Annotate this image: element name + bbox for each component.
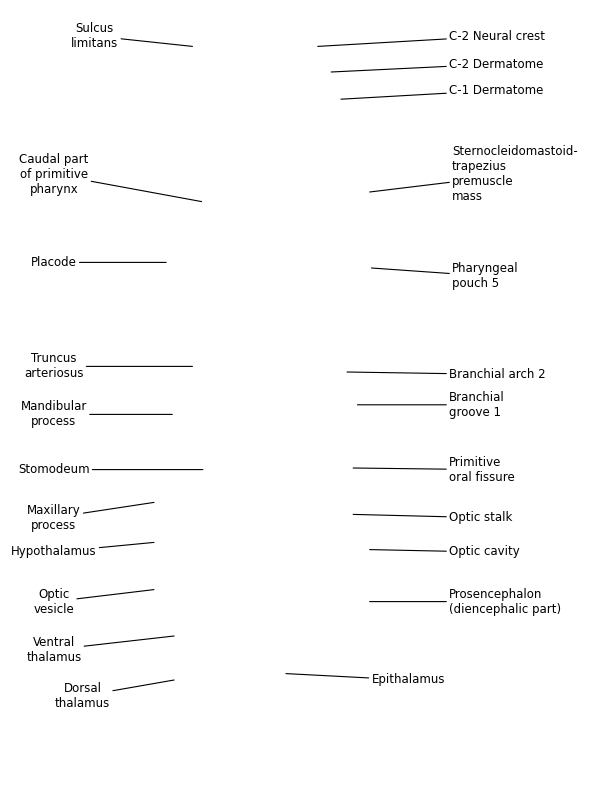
Text: Stomodeum: Stomodeum	[18, 463, 203, 476]
Text: Mandibular
process: Mandibular process	[21, 401, 172, 429]
Text: Optic stalk: Optic stalk	[353, 511, 513, 524]
Text: Maxillary
process: Maxillary process	[27, 502, 154, 532]
Text: Ventral
thalamus: Ventral thalamus	[26, 635, 174, 664]
Text: Prosencephalon
(diencephalic part): Prosencephalon (diencephalic part)	[370, 587, 562, 616]
Text: Sulcus
limitans: Sulcus limitans	[71, 22, 192, 50]
Text: Optic
vesicle: Optic vesicle	[34, 587, 154, 616]
Text: Caudal part
of primitive
pharynx: Caudal part of primitive pharynx	[19, 153, 202, 202]
Text: Branchial arch 2: Branchial arch 2	[347, 368, 546, 381]
Text: C-2 Dermatome: C-2 Dermatome	[331, 58, 543, 72]
Text: Hypothalamus: Hypothalamus	[11, 542, 154, 558]
Text: Branchial
groove 1: Branchial groove 1	[357, 391, 505, 419]
Text: Optic cavity: Optic cavity	[370, 546, 520, 558]
Text: Dorsal
thalamus: Dorsal thalamus	[55, 680, 174, 710]
Text: Placode: Placode	[31, 256, 166, 269]
Text: Primitive
oral fissure: Primitive oral fissure	[353, 456, 515, 483]
Text: Sternocleidomastoid-
trapezius
premuscle
mass: Sternocleidomastoid- trapezius premuscle…	[370, 146, 578, 203]
Text: Truncus
arteriosus: Truncus arteriosus	[24, 352, 192, 380]
Text: C-1 Dermatome: C-1 Dermatome	[341, 84, 543, 99]
Text: Pharyngeal
pouch 5: Pharyngeal pouch 5	[371, 262, 519, 290]
Text: C-2 Neural crest: C-2 Neural crest	[318, 30, 545, 46]
Text: Epithalamus: Epithalamus	[286, 674, 445, 686]
